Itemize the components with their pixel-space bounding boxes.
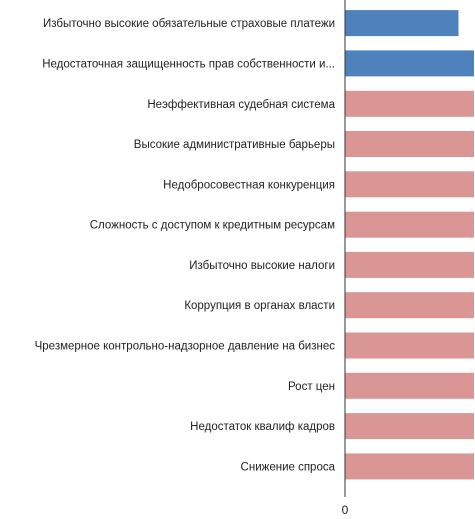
category-label: Рост цен: [288, 381, 335, 393]
bar: [345, 292, 474, 319]
category-label: Недостаточная защищенность прав собствен…: [42, 58, 335, 70]
category-label: Недостаток квалиф кадров: [190, 421, 335, 433]
category-label: Высокие административные барьеры: [134, 139, 335, 151]
bar: [345, 90, 474, 117]
bar: [345, 332, 474, 359]
category-labels-group: Избыточно высокие обязательные страховые…: [35, 18, 336, 473]
bar: [345, 10, 459, 37]
bar: [345, 453, 474, 480]
bar: [345, 131, 474, 157]
category-label: Снижение спроса: [241, 461, 336, 473]
bar: [345, 372, 474, 399]
bar: [345, 171, 474, 198]
bars-group: [345, 10, 474, 480]
category-label: Недобросовестная конкуренция: [163, 179, 335, 191]
category-label: Избыточно высокие налоги: [189, 260, 335, 272]
bar: [345, 50, 474, 77]
tick-labels-group: 0: [342, 503, 349, 517]
category-label: Неэффективная судебная система: [147, 99, 335, 111]
category-label: Избыточно высокие обязательные страховые…: [43, 18, 335, 30]
category-label: Коррупция в органах власти: [184, 300, 335, 312]
category-label: Сложность с доступом к кредитным ресурса…: [90, 220, 335, 232]
bar: [345, 211, 474, 238]
x-tick-label: 0: [342, 503, 349, 517]
bar: [345, 413, 474, 440]
category-label: Чрезмерное контрольно-надзорное давление…: [35, 341, 336, 353]
bar: [345, 251, 474, 278]
